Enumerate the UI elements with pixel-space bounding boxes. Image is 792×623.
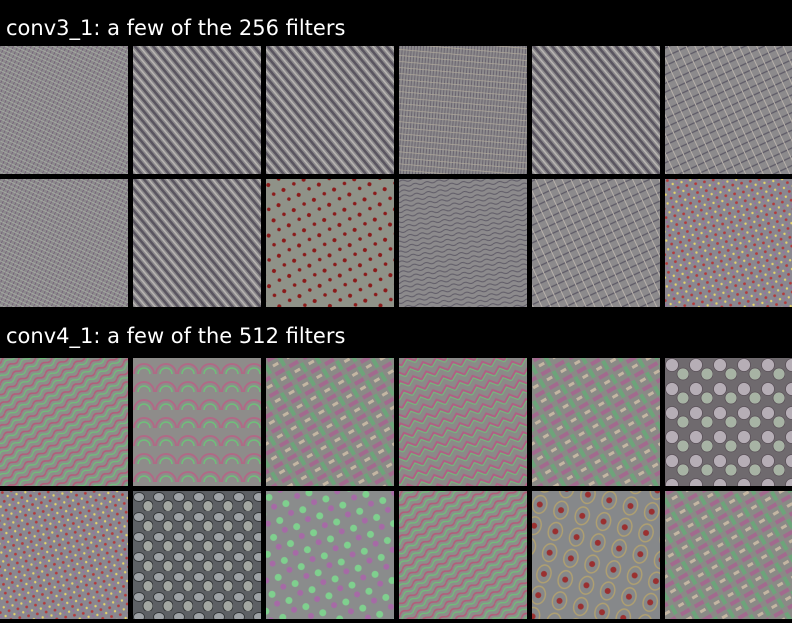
conv4-filter-12 — [665, 491, 792, 619]
conv3-filter-1 — [0, 46, 128, 174]
conv3-section: conv3_1: a few of the 256 filters — [0, 0, 792, 307]
conv3-title: conv3_1: a few of the 256 filters — [6, 16, 346, 40]
conv4-filter-11 — [532, 491, 660, 619]
conv3-filter-6 — [665, 46, 792, 174]
conv4-title: conv4_1: a few of the 512 filters — [6, 324, 346, 348]
conv3-filter-4 — [399, 46, 527, 174]
conv4-filter-5 — [532, 358, 660, 486]
conv4-filter-3 — [266, 358, 394, 486]
conv3-filter-2 — [133, 46, 261, 174]
conv3-filter-11 — [532, 179, 660, 307]
conv3-filter-12 — [665, 179, 792, 307]
conv3-filter-3 — [266, 46, 394, 174]
conv4-filter-8 — [133, 491, 261, 619]
conv3-filter-7 — [0, 179, 128, 307]
conv3-filter-9 — [266, 179, 394, 307]
conv3-filter-5 — [532, 46, 660, 174]
conv4-filter-10 — [399, 491, 527, 619]
conv3-filter-10 — [399, 179, 527, 307]
conv4-filter-2 — [133, 358, 261, 486]
conv3-filter-grid — [0, 46, 792, 307]
conv4-filter-grid — [0, 358, 792, 619]
conv4-filter-1 — [0, 358, 128, 486]
conv4-filter-9 — [266, 491, 394, 619]
conv4-filter-4 — [399, 358, 527, 486]
conv3-filter-8 — [133, 179, 261, 307]
conv4-section: conv4_1: a few of the 512 filters — [0, 311, 792, 619]
conv4-filter-6 — [665, 358, 792, 486]
conv4-filter-7 — [0, 491, 128, 619]
